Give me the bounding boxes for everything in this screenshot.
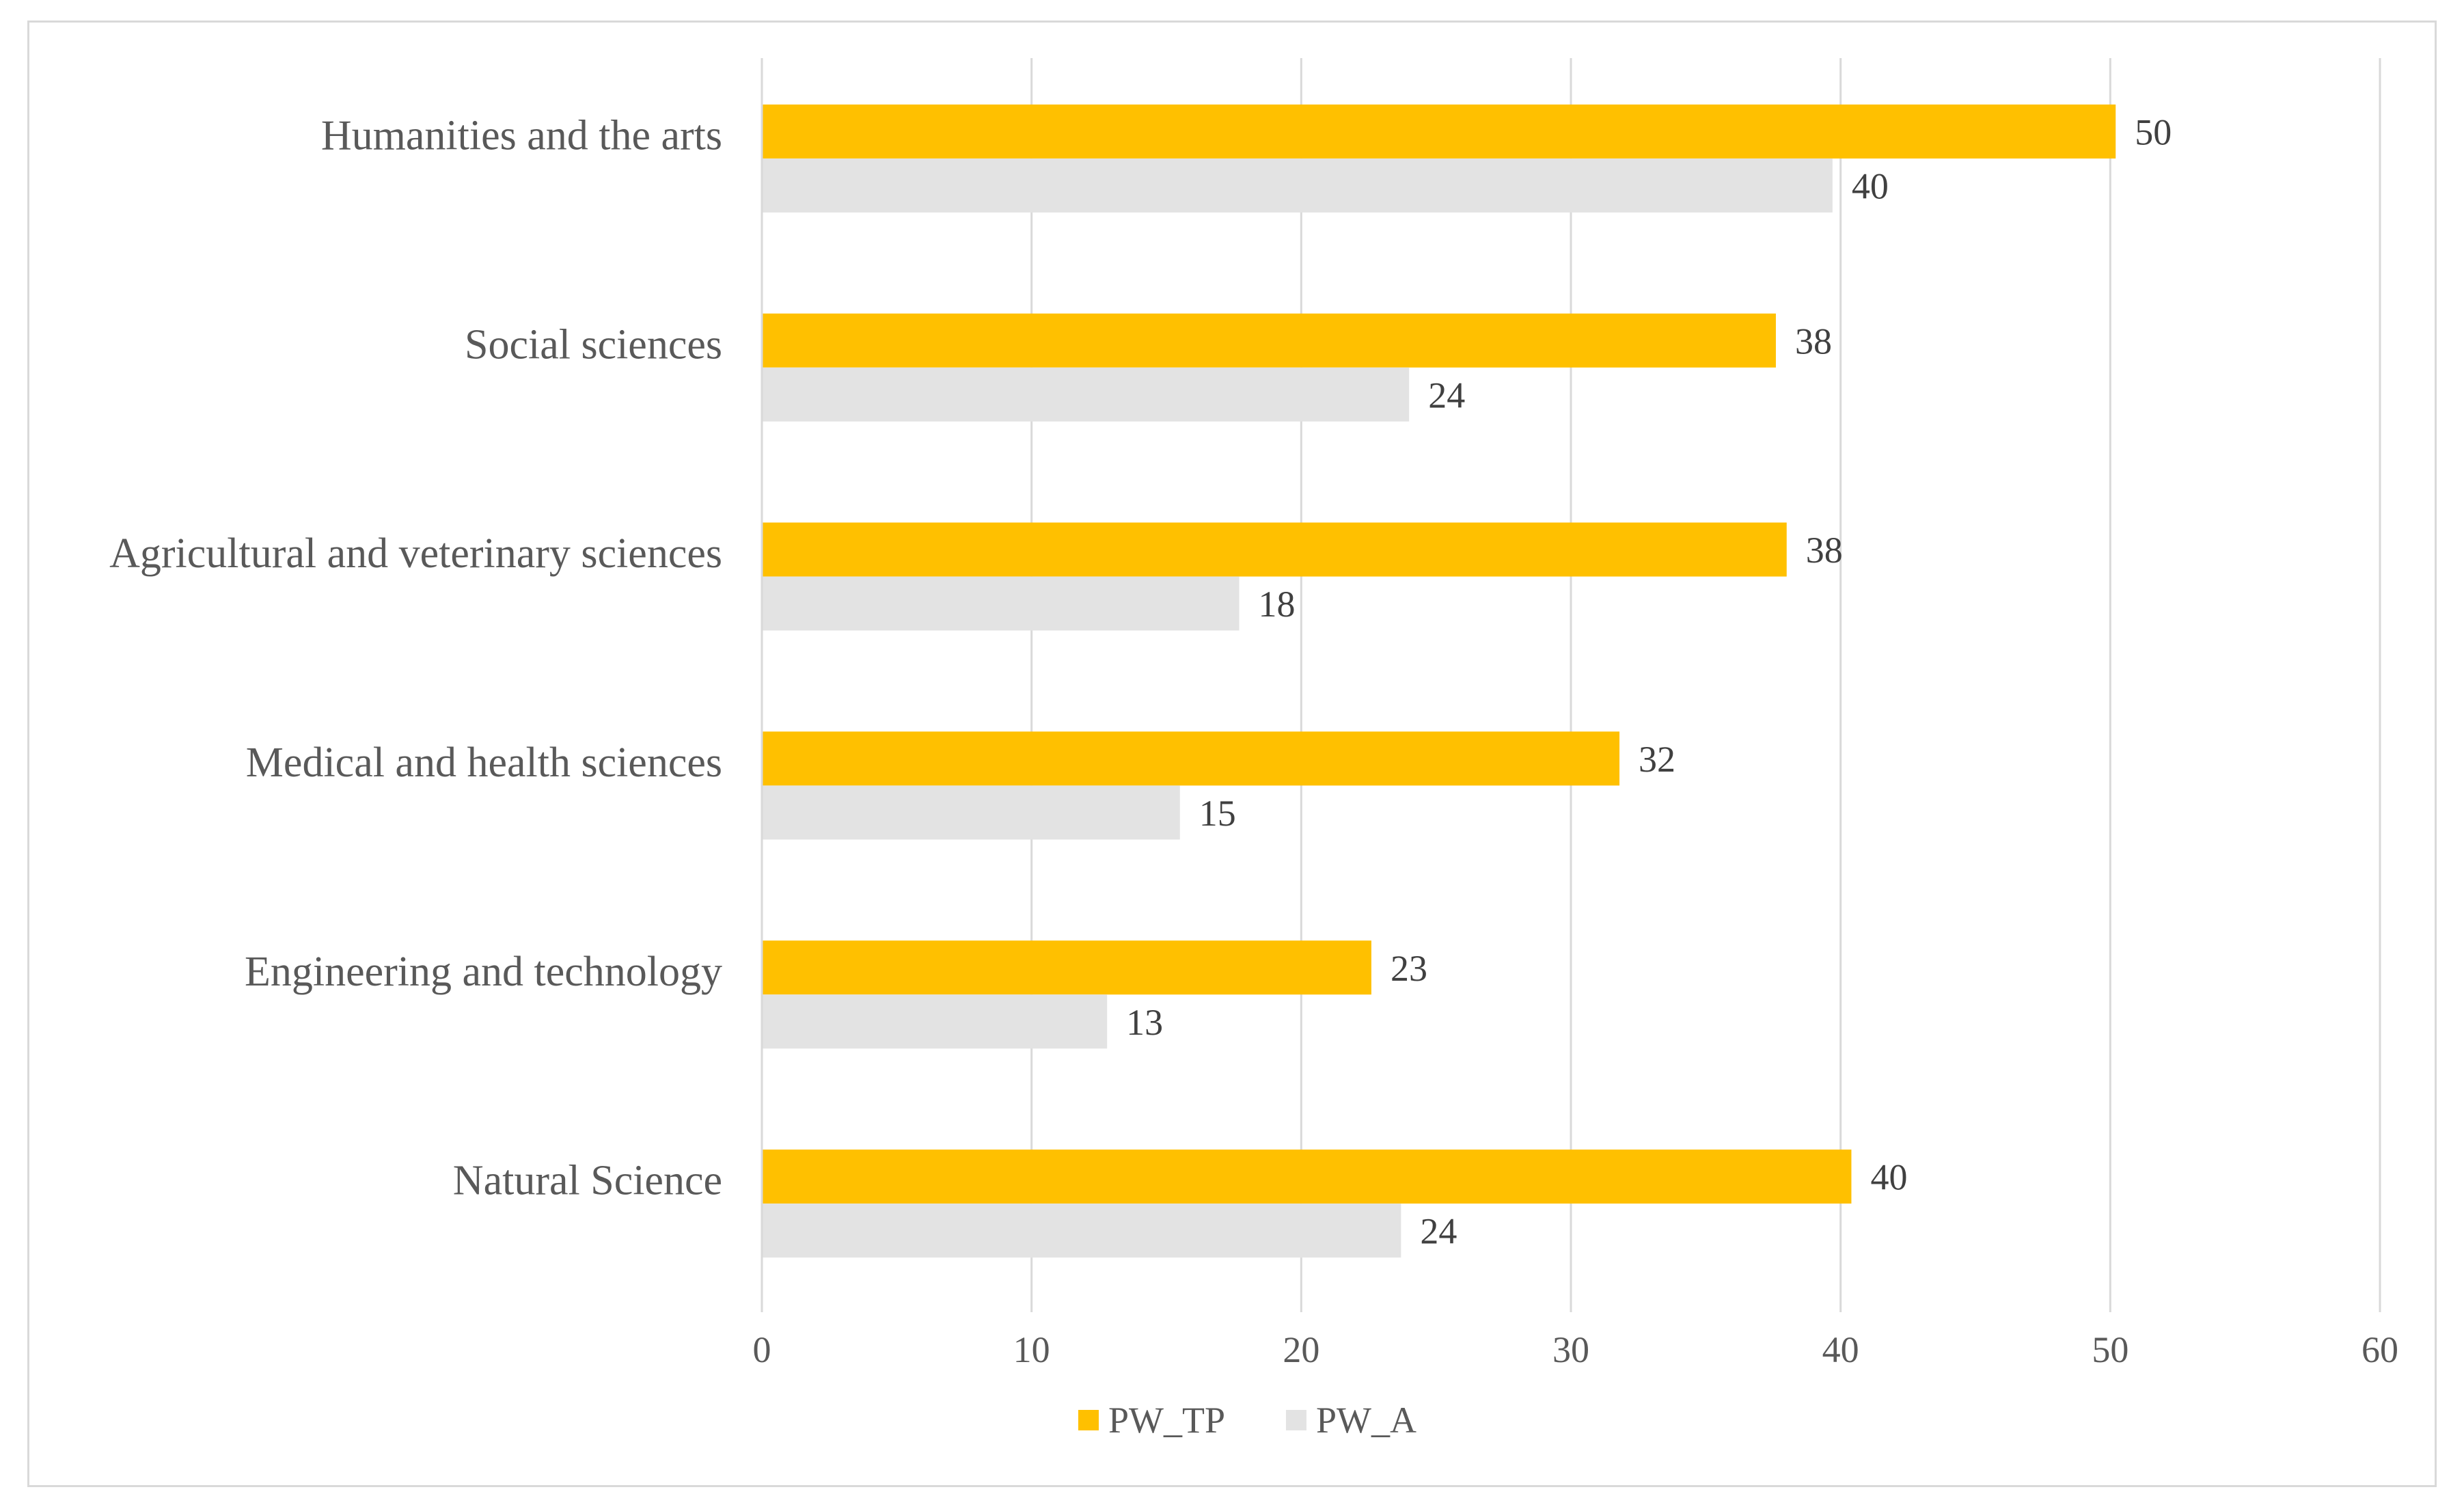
bar-pw-a xyxy=(762,1204,1401,1258)
bar-pw-tp xyxy=(762,940,1371,995)
legend-label: PW_A xyxy=(1316,1400,1416,1441)
bar-pw-a xyxy=(762,576,1240,631)
bar-pw-a xyxy=(762,785,1180,840)
category-label: Medical and health sciences xyxy=(246,739,722,786)
category-label: Agricultural and veterinary sciences xyxy=(109,530,722,577)
bar-pw-a xyxy=(762,158,1833,213)
bar-pw-tp xyxy=(762,522,1787,577)
category-label: Humanities and the arts xyxy=(321,112,722,159)
legend-label: PW_TP xyxy=(1108,1400,1225,1441)
data-label: 32 xyxy=(1639,739,1675,780)
x-tick-label: 10 xyxy=(1013,1329,1050,1370)
data-label: 50 xyxy=(2135,111,2172,152)
bar-pw-tp xyxy=(762,1150,1852,1204)
x-tick-label: 20 xyxy=(1283,1329,1319,1370)
data-label: 13 xyxy=(1126,1002,1163,1043)
legend-swatch xyxy=(1286,1410,1306,1430)
x-tick-labels: 0 10 20 30 40 50 60 xyxy=(753,1329,2399,1370)
x-tick-label: 0 xyxy=(753,1329,771,1370)
legend: PW_TP PW_A xyxy=(1078,1400,1416,1441)
data-labels: 50 40 38 24 38 18 32 15 23 13 40 24 xyxy=(1126,111,2172,1251)
data-label: 38 xyxy=(1795,321,1832,362)
x-tick-label: 30 xyxy=(1552,1329,1589,1370)
bar-pw-a xyxy=(762,994,1108,1049)
x-tick-label: 60 xyxy=(2362,1329,2398,1370)
bar-pw-tp xyxy=(762,104,2116,159)
data-label: 40 xyxy=(1870,1157,1907,1198)
data-label: 40 xyxy=(1852,165,1889,206)
bars xyxy=(762,104,2116,1258)
data-label: 23 xyxy=(1391,948,1427,989)
data-label: 18 xyxy=(1259,584,1296,625)
x-tick-label: 40 xyxy=(1822,1329,1859,1370)
x-tick-label: 50 xyxy=(2092,1329,2128,1370)
bar-pw-tp xyxy=(762,731,1620,786)
data-label: 24 xyxy=(1420,1211,1457,1252)
category-label: Engineering and technology xyxy=(245,949,722,995)
bar-pw-tp xyxy=(762,313,1776,368)
legend-swatch xyxy=(1078,1410,1099,1430)
category-label: Social sciences xyxy=(465,321,722,368)
category-label: Natural Science xyxy=(453,1158,722,1204)
data-label: 15 xyxy=(1199,793,1236,834)
gridlines xyxy=(1030,58,2381,1312)
data-label: 38 xyxy=(1806,530,1843,571)
bar-pw-a xyxy=(762,367,1410,422)
data-label: 24 xyxy=(1428,375,1465,416)
category-labels: Humanities and the arts Social sciences Ag… xyxy=(109,112,722,1204)
